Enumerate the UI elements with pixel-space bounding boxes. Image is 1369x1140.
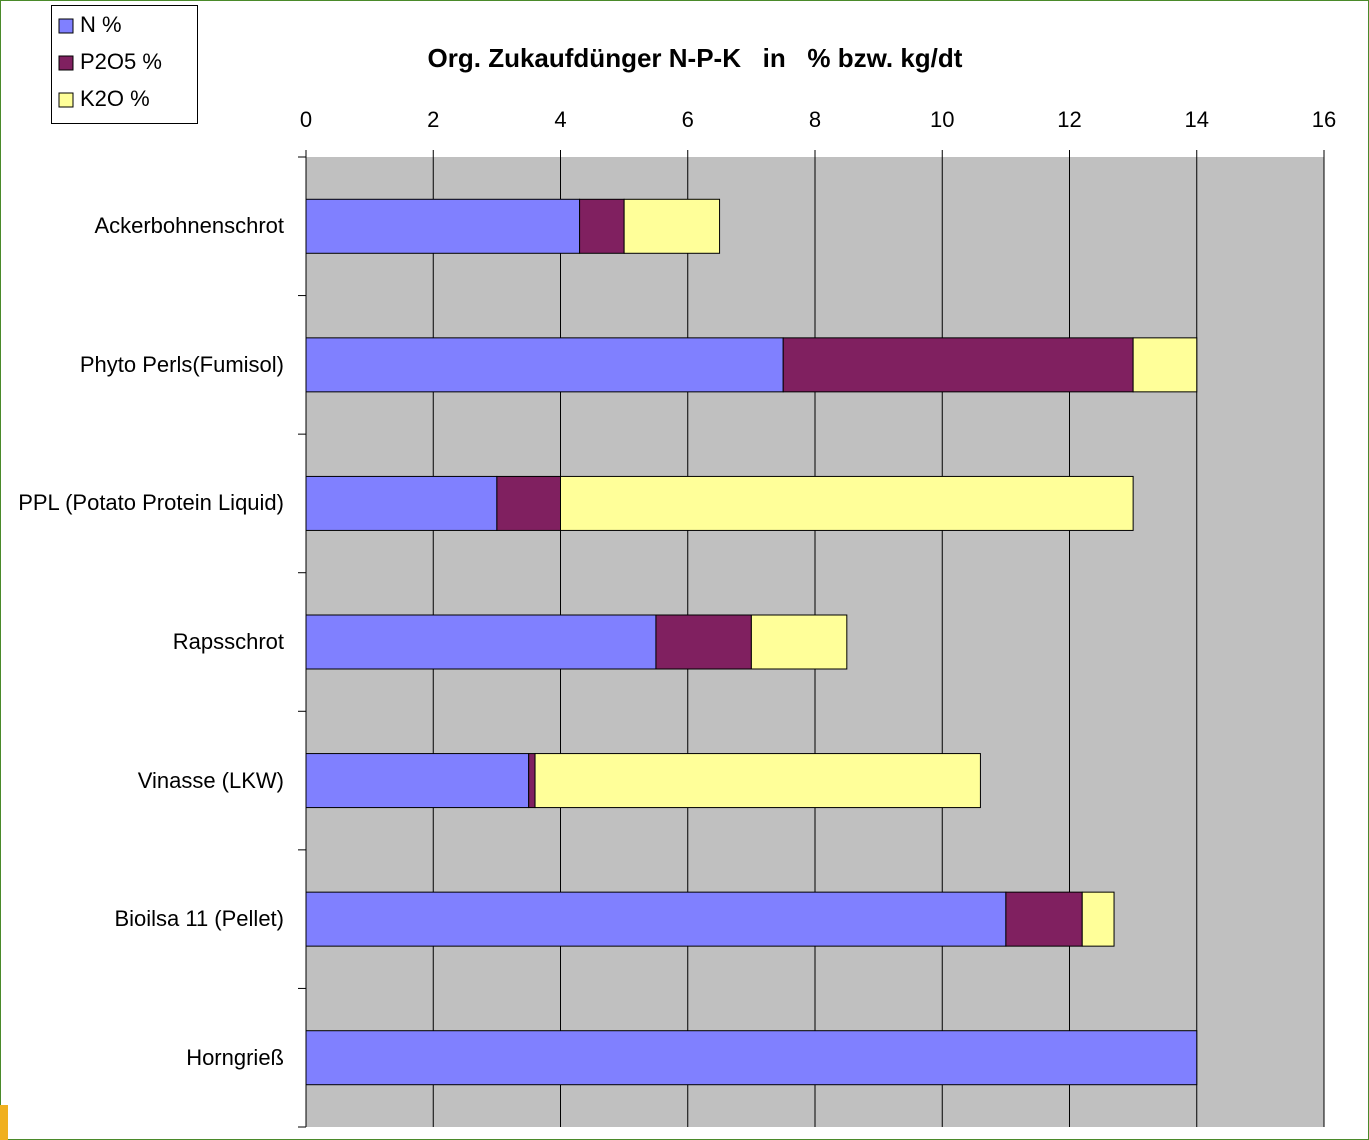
x-tick-label: 12 bbox=[1057, 107, 1081, 132]
y-tick-label: PPL (Potato Protein Liquid) bbox=[18, 490, 284, 516]
legend bbox=[51, 5, 198, 124]
y-tick-label: Vinasse (LKW) bbox=[137, 767, 284, 793]
bar bbox=[560, 475, 1134, 531]
y-tick-label: Rapsschrot bbox=[172, 629, 284, 654]
x-tick-label: 4 bbox=[554, 107, 566, 132]
x-tick-label: 2 bbox=[427, 107, 439, 132]
bar bbox=[534, 753, 981, 809]
x-tick-label: 6 bbox=[682, 107, 694, 132]
y-tick-label-box: Ackerbohnenschrot bbox=[14, 166, 284, 286]
bar bbox=[1081, 891, 1115, 947]
legend-swatch bbox=[58, 55, 74, 71]
y-tick-label: Ackerbohnenschrot bbox=[94, 213, 284, 239]
bar bbox=[782, 337, 1134, 393]
y-tick-label-box: Rapsschrot bbox=[14, 582, 284, 702]
bar bbox=[305, 198, 581, 254]
y-tick-label: Bioilsa 11 (Pellet) bbox=[114, 906, 284, 932]
legend-label: N % bbox=[80, 12, 122, 37]
y-tick-label-box: Bioilsa 11 (Pellet) bbox=[14, 859, 284, 979]
bar bbox=[305, 337, 784, 393]
y-tick-label: Horngrieß bbox=[186, 1044, 284, 1070]
bar bbox=[579, 198, 625, 254]
y-tick-label-box: Horngrieß bbox=[14, 998, 284, 1118]
x-tick-label: 14 bbox=[1185, 107, 1209, 132]
legend-swatch bbox=[58, 92, 74, 108]
x-tick-label: 16 bbox=[1312, 107, 1336, 132]
bar bbox=[305, 1030, 1198, 1086]
y-tick-label-box: Vinasse (LKW) bbox=[14, 721, 284, 841]
bar bbox=[305, 475, 498, 531]
x-tick-label: 8 bbox=[809, 107, 821, 132]
legend-swatch bbox=[58, 18, 74, 34]
x-tick-label: 10 bbox=[930, 107, 954, 132]
y-tick-label-wrap: Vinasse (LKW) bbox=[14, 721, 284, 841]
bar bbox=[1005, 891, 1083, 947]
x-tick-label: 0 bbox=[300, 107, 312, 132]
y-tick-label: Phyto Perls(Fumisol) bbox=[79, 351, 284, 377]
bar bbox=[1132, 337, 1198, 393]
bar bbox=[305, 891, 1007, 947]
bar bbox=[305, 614, 657, 670]
bar bbox=[623, 198, 721, 254]
bar bbox=[496, 475, 561, 531]
y-tick-label-wrap: Rapsschrot bbox=[14, 582, 284, 702]
y-tick-label-wrap: Bioilsa 11 (Pellet) bbox=[14, 859, 284, 979]
y-tick-label-box: Phyto Perls(Fumisol) bbox=[14, 305, 284, 425]
y-tick-label-wrap: Ackerbohnenschrot bbox=[14, 166, 284, 286]
bar bbox=[528, 753, 536, 809]
bar bbox=[305, 753, 530, 809]
y-tick-label-wrap: Horngrieß bbox=[14, 998, 284, 1118]
y-tick-label-wrap: PPL (Potato Protein Liquid) bbox=[14, 443, 284, 563]
chart-title: Org. Zukaufdünger N-P-K in % bzw. kg/dt bbox=[428, 43, 963, 73]
bar bbox=[655, 614, 752, 670]
legend-label: K2O % bbox=[80, 86, 150, 111]
corner-decoration bbox=[0, 1105, 8, 1140]
legend-label: P2O5 % bbox=[80, 49, 162, 74]
bar bbox=[750, 614, 848, 670]
y-tick-label-wrap: Phyto Perls(Fumisol) bbox=[14, 305, 284, 425]
y-tick-label-box: PPL (Potato Protein Liquid) bbox=[14, 443, 284, 563]
